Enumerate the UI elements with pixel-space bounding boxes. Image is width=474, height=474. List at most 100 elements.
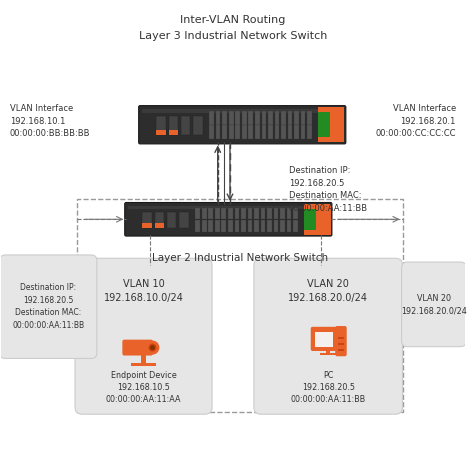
FancyBboxPatch shape: [293, 220, 298, 232]
FancyBboxPatch shape: [273, 220, 278, 232]
FancyBboxPatch shape: [235, 208, 239, 219]
FancyBboxPatch shape: [228, 220, 233, 232]
FancyBboxPatch shape: [228, 220, 233, 232]
FancyBboxPatch shape: [222, 111, 227, 125]
FancyBboxPatch shape: [335, 326, 346, 356]
FancyBboxPatch shape: [125, 202, 332, 236]
FancyBboxPatch shape: [209, 208, 213, 219]
FancyBboxPatch shape: [254, 208, 259, 219]
FancyBboxPatch shape: [155, 223, 164, 228]
FancyBboxPatch shape: [242, 111, 246, 125]
Text: Layer 3 Industrial Network Switch: Layer 3 Industrial Network Switch: [139, 31, 327, 41]
FancyBboxPatch shape: [261, 208, 265, 219]
FancyBboxPatch shape: [338, 337, 344, 338]
FancyBboxPatch shape: [216, 111, 220, 125]
FancyBboxPatch shape: [179, 211, 189, 228]
FancyBboxPatch shape: [235, 220, 239, 232]
FancyBboxPatch shape: [215, 220, 219, 232]
FancyBboxPatch shape: [236, 111, 240, 125]
FancyBboxPatch shape: [254, 258, 402, 414]
FancyBboxPatch shape: [202, 220, 207, 232]
FancyBboxPatch shape: [125, 202, 332, 236]
FancyBboxPatch shape: [241, 220, 246, 232]
Text: Layer 2 Industrial Network Switch: Layer 2 Industrial Network Switch: [152, 253, 328, 263]
FancyBboxPatch shape: [261, 208, 265, 219]
FancyBboxPatch shape: [254, 220, 259, 232]
FancyBboxPatch shape: [280, 220, 285, 232]
FancyBboxPatch shape: [229, 126, 234, 139]
FancyBboxPatch shape: [307, 126, 312, 139]
FancyBboxPatch shape: [267, 208, 272, 219]
Text: VLAN Interface
192.168.10.1
00:00:00:BB:BB:BB: VLAN Interface 192.168.10.1 00:00:00:BB:…: [10, 104, 91, 138]
FancyBboxPatch shape: [273, 220, 278, 232]
FancyBboxPatch shape: [179, 211, 189, 228]
FancyBboxPatch shape: [202, 220, 207, 232]
FancyBboxPatch shape: [210, 126, 214, 139]
FancyBboxPatch shape: [261, 220, 265, 232]
Text: Destination IP:
192.168.20.5
Destination MAC:
00:00:00:AA:11:BB: Destination IP: 192.168.20.5 Destination…: [289, 166, 368, 213]
FancyBboxPatch shape: [304, 204, 330, 235]
FancyBboxPatch shape: [268, 111, 273, 125]
FancyBboxPatch shape: [155, 211, 164, 228]
FancyBboxPatch shape: [247, 208, 252, 219]
FancyBboxPatch shape: [195, 208, 200, 219]
Text: Inter-VLAN Routing: Inter-VLAN Routing: [180, 15, 286, 25]
FancyBboxPatch shape: [169, 116, 178, 136]
FancyBboxPatch shape: [280, 208, 285, 219]
FancyBboxPatch shape: [254, 220, 259, 232]
FancyBboxPatch shape: [195, 220, 200, 232]
FancyBboxPatch shape: [235, 208, 239, 219]
FancyBboxPatch shape: [216, 126, 220, 139]
FancyBboxPatch shape: [143, 223, 152, 228]
FancyBboxPatch shape: [142, 109, 342, 113]
FancyBboxPatch shape: [267, 220, 272, 232]
FancyBboxPatch shape: [143, 211, 152, 228]
FancyBboxPatch shape: [280, 220, 285, 232]
FancyBboxPatch shape: [287, 220, 292, 232]
Text: Endpoint Device
192.168.10.5
00:00:00:AA:11:AA: Endpoint Device 192.168.10.5 00:00:00:AA…: [106, 371, 181, 403]
FancyBboxPatch shape: [267, 220, 272, 232]
FancyBboxPatch shape: [221, 208, 226, 219]
FancyBboxPatch shape: [338, 349, 344, 351]
Text: Destination IP:
192.168.20.5
Destination MAC:
00:00:00:AA:11:BB: Destination IP: 192.168.20.5 Destination…: [12, 283, 84, 330]
FancyBboxPatch shape: [228, 208, 233, 219]
FancyBboxPatch shape: [288, 126, 292, 139]
FancyBboxPatch shape: [181, 116, 191, 136]
FancyBboxPatch shape: [77, 199, 402, 412]
FancyBboxPatch shape: [247, 220, 252, 232]
FancyBboxPatch shape: [248, 111, 253, 125]
Text: VLAN 20
192.168.20.0/24: VLAN 20 192.168.20.0/24: [401, 293, 467, 315]
FancyBboxPatch shape: [215, 208, 219, 219]
FancyBboxPatch shape: [273, 208, 278, 219]
FancyBboxPatch shape: [193, 116, 203, 136]
FancyBboxPatch shape: [241, 208, 246, 219]
FancyBboxPatch shape: [294, 126, 299, 139]
FancyBboxPatch shape: [293, 208, 298, 219]
FancyBboxPatch shape: [268, 126, 273, 139]
FancyBboxPatch shape: [318, 112, 330, 137]
FancyBboxPatch shape: [131, 363, 156, 366]
Text: VLAN 20
192.168.20.0/24: VLAN 20 192.168.20.0/24: [288, 279, 368, 303]
FancyBboxPatch shape: [128, 206, 328, 210]
FancyBboxPatch shape: [221, 220, 226, 232]
FancyBboxPatch shape: [255, 111, 260, 125]
FancyBboxPatch shape: [228, 208, 233, 219]
FancyBboxPatch shape: [287, 208, 292, 219]
FancyBboxPatch shape: [222, 126, 227, 139]
FancyBboxPatch shape: [304, 204, 330, 235]
FancyBboxPatch shape: [167, 211, 176, 228]
FancyBboxPatch shape: [202, 208, 207, 219]
FancyBboxPatch shape: [0, 255, 97, 358]
FancyBboxPatch shape: [155, 211, 164, 228]
FancyBboxPatch shape: [318, 107, 345, 143]
FancyBboxPatch shape: [139, 106, 346, 144]
FancyBboxPatch shape: [221, 220, 226, 232]
FancyBboxPatch shape: [261, 220, 265, 232]
FancyBboxPatch shape: [338, 343, 344, 345]
FancyBboxPatch shape: [301, 126, 305, 139]
FancyBboxPatch shape: [143, 211, 152, 228]
FancyBboxPatch shape: [262, 111, 266, 125]
FancyBboxPatch shape: [255, 126, 260, 139]
FancyBboxPatch shape: [167, 211, 176, 228]
FancyBboxPatch shape: [280, 208, 285, 219]
